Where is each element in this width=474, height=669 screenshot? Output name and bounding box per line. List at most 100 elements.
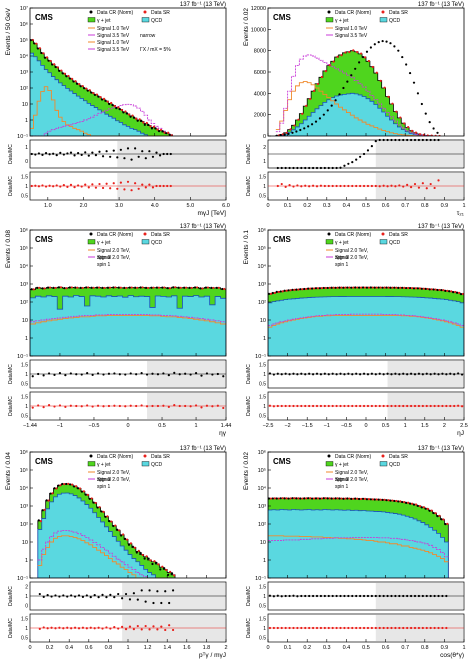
data-sr-point <box>379 79 382 82</box>
data-sr-point <box>53 63 56 66</box>
ratio-point <box>141 183 144 186</box>
ratio-point <box>123 188 126 191</box>
data-sr-point <box>305 497 308 500</box>
data-cr-point <box>338 286 341 289</box>
ratio-point <box>105 626 108 629</box>
ratio-point <box>409 186 413 189</box>
data-sr-point <box>379 498 382 501</box>
ratio-tick-label: 1 <box>263 184 266 190</box>
y-tick-label: 10⁻¹ <box>17 576 28 582</box>
ratio-point <box>429 404 432 408</box>
data-cr-point <box>122 111 125 114</box>
ratio-panel-sr: 0.5 1 1.5 Data/MC <box>246 613 465 643</box>
ratio-point <box>58 626 61 629</box>
x-tick-label: 0.5 <box>362 645 370 651</box>
ratio-point <box>441 594 444 598</box>
ratio-point <box>300 185 303 188</box>
y-tick-label: 10⁵ <box>258 467 266 474</box>
data-cr-point <box>168 133 171 136</box>
data-cr-point <box>279 497 282 500</box>
data-sr-point <box>328 64 331 67</box>
data-cr-point <box>151 562 154 566</box>
data-sr-point <box>348 286 351 289</box>
data-cr-point <box>318 497 322 500</box>
data-sr-point <box>410 129 414 132</box>
ratio-point <box>148 628 151 631</box>
data-sr-point <box>360 286 363 289</box>
y-tick-label: 10⁵ <box>20 245 28 252</box>
data-sr-point <box>312 287 316 290</box>
data-sr-point <box>81 286 84 290</box>
ratio-point <box>327 404 330 408</box>
data-cr-point <box>65 75 68 78</box>
ratio-point <box>288 166 291 170</box>
ratio-point <box>55 184 58 187</box>
data-sr-point <box>320 75 324 79</box>
ratio-point <box>445 626 448 630</box>
ratio-point <box>370 184 373 188</box>
data-sr-point <box>371 65 374 69</box>
data-cr-point <box>36 47 40 50</box>
data-cr-point <box>188 286 191 289</box>
data-sr-point <box>418 133 422 136</box>
data-sr-point <box>395 286 398 289</box>
ratio-tick-label: 0.5 <box>259 603 266 609</box>
data-sr-point <box>285 497 288 500</box>
data-sr-point <box>316 82 320 86</box>
data-cr-point <box>377 286 380 289</box>
ratio-point <box>178 373 181 376</box>
ratio-point <box>308 372 311 375</box>
data-sr-point <box>434 512 437 515</box>
data-sr-point <box>39 519 42 523</box>
lumi-label: 137 fb⁻¹ (13 TeV) <box>418 446 464 452</box>
x-axis-label: mγJ [TeV] <box>197 210 226 217</box>
ratio-point <box>34 184 37 187</box>
x-tick-label: 0.8 <box>421 203 429 209</box>
data-cr-point <box>268 497 271 500</box>
ratio-point <box>178 404 181 408</box>
data-sr-point <box>340 286 343 289</box>
ratio-point <box>398 184 401 187</box>
y-tick-label: 10² <box>20 300 28 306</box>
ratio-point <box>152 601 155 605</box>
y-axis-label: Events / 0.04 <box>5 452 12 490</box>
y-axis-label: Events / 0.02 <box>243 8 250 46</box>
data-cr-point <box>140 119 143 122</box>
data-cr-point <box>412 81 416 84</box>
legend: Data CR (Norm) Data SR γ + jet QCD Signal 2.… <box>87 454 170 490</box>
data-cr-point <box>295 497 298 500</box>
ratio-point <box>94 154 98 157</box>
ratio-point <box>81 595 85 598</box>
ratio-point <box>331 184 334 188</box>
data-cr-point <box>283 497 286 500</box>
x-tick-label: 4.0 <box>151 203 159 209</box>
y-tick-label: 10 <box>22 318 28 324</box>
data-cr-point <box>76 487 80 490</box>
data-cr-point <box>444 289 447 292</box>
ratio-point <box>156 404 160 408</box>
ratio-point <box>137 155 140 158</box>
data-sr-point <box>277 134 280 136</box>
data-cr-point <box>307 125 310 128</box>
data-sr-point <box>305 104 308 107</box>
data-cr-point <box>354 67 357 70</box>
data-sr-point <box>410 502 414 505</box>
ratio-point <box>308 185 311 188</box>
ratio-point <box>105 182 108 185</box>
ratio-point <box>347 184 350 188</box>
x-tick-label: 1 <box>462 645 465 651</box>
ratio-point <box>339 372 342 375</box>
legend-entry: Data SR <box>389 232 408 238</box>
ratio-point <box>398 594 401 598</box>
ratio-point <box>362 404 366 408</box>
ratio-point <box>351 161 354 164</box>
data-cr-point <box>139 552 142 555</box>
ratio-point <box>378 626 381 630</box>
data-sr-point <box>360 497 363 501</box>
ratio-point <box>437 404 440 408</box>
data-cr-point <box>424 287 427 290</box>
data-cr-point <box>117 286 120 289</box>
ratio-point <box>351 404 354 408</box>
ratio-point <box>417 186 421 189</box>
